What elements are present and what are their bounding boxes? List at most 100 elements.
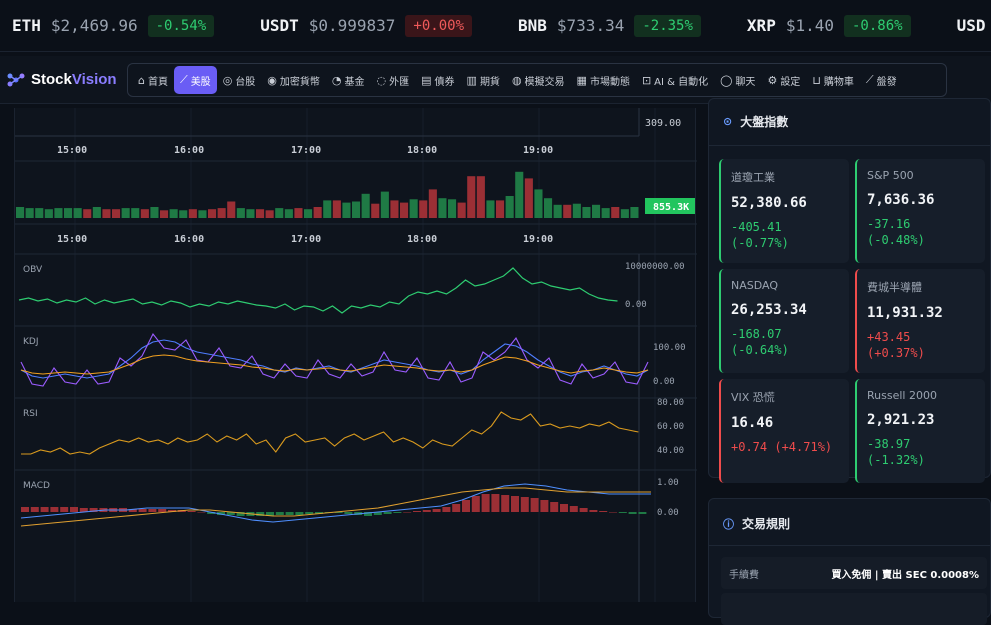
volume-bar — [419, 200, 428, 218]
volume-bar — [160, 210, 169, 218]
index-card[interactable]: VIX 恐慌 16.46 +0.74 (+4.71%) — [719, 379, 849, 483]
rsi-label: RSI — [23, 409, 38, 419]
nav-icon: ⊡ — [641, 73, 652, 87]
nav-icon: ◎ — [222, 73, 233, 87]
index-value: 2,921.23 — [867, 412, 935, 428]
nav-item-0[interactable]: ⌂ 首頁 — [132, 66, 174, 94]
volume-bar — [121, 208, 130, 218]
nav-item-2[interactable]: ◎ 台股 — [217, 66, 262, 94]
macd-hist-bar — [579, 508, 588, 512]
ticker-item[interactable]: USD — [957, 16, 986, 35]
index-card[interactable]: 費城半導體 11,931.32 +43.45 (+0.37%) — [855, 269, 985, 373]
obv-line — [18, 267, 618, 314]
time-label: 15:00 — [57, 234, 87, 245]
nav-icon: ⚙ — [767, 73, 778, 87]
volume-bar — [150, 207, 159, 218]
volume-bar — [188, 209, 197, 218]
nav-label: 聊天 — [735, 76, 756, 88]
volume-bar — [217, 208, 226, 218]
nav-item-5[interactable]: ◌ 外匯 — [371, 66, 416, 94]
macd-hist-bar — [187, 511, 196, 512]
nav-item-14[interactable]: ⟋ 盤發 — [860, 66, 903, 94]
kdj-j-line — [20, 332, 649, 387]
volume-bar — [169, 209, 178, 218]
ticker-item[interactable]: USDT $0.999837 +0.00% — [260, 14, 472, 37]
macd-hist-bar — [30, 507, 39, 512]
index-value: 11,931.32 — [867, 305, 943, 321]
right-column: ⊙ 大盤指數 道瓊工業 52,380.66 -405.41 (-0.77%) S&P… — [708, 98, 991, 625]
nav-item-1[interactable]: ⟋ 美股 — [173, 66, 217, 94]
time-label: 18:00 — [407, 234, 437, 245]
index-value: 7,636.36 — [867, 192, 935, 208]
volume-bar — [44, 209, 53, 218]
ticker-change-badge: -2.35% — [634, 14, 701, 37]
macd-hist-bar — [266, 512, 274, 516]
macd-hist-bar — [334, 512, 343, 513]
brand-name: StockVision — [31, 71, 117, 88]
nav-label: 台股 — [235, 76, 256, 88]
index-change: -37.16 (-0.48%) — [867, 217, 925, 247]
nav-item-4[interactable]: ◔ 基金 — [326, 66, 371, 94]
macd-hist-bar — [89, 508, 98, 512]
ticker-item[interactable]: ETH $2,469.96 -0.54% — [12, 14, 215, 37]
volume-bar — [131, 208, 140, 218]
nav-icon: ▥ — [466, 73, 477, 87]
nav-icon: ⊔ — [812, 73, 821, 87]
index-name: Russell 2000 — [867, 389, 937, 402]
indices-card: ⊙ 大盤指數 道瓊工業 52,380.66 -405.41 (-0.77%) S&P… — [708, 98, 991, 483]
macd-hist-bar — [491, 494, 500, 512]
macd-axis-top: 1.00 — [657, 478, 679, 488]
macd-hist-bar — [383, 512, 392, 514]
macd-hist-bar — [481, 494, 490, 512]
ticker-item[interactable]: XRP $1.40 -0.86% — [747, 14, 911, 37]
nav-item-3[interactable]: ◉ 加密貨幣 — [261, 66, 326, 94]
nav-item-6[interactable]: ▤ 債券 — [415, 66, 460, 94]
index-change: -168.07 (-0.64%) — [731, 327, 789, 357]
nav-icon: ⟋ — [865, 73, 874, 86]
volume-bar — [524, 178, 533, 218]
macd-hist-bar — [295, 512, 304, 515]
volume-bar — [294, 208, 303, 218]
time-label: 17:00 — [291, 145, 321, 156]
ticker-symbol: BNB — [518, 16, 547, 35]
nav-icon: ⌂ — [138, 73, 145, 87]
index-card[interactable]: S&P 500 7,636.36 -37.16 (-0.48%) — [855, 159, 985, 263]
index-card[interactable]: NASDAQ 26,253.34 -168.07 (-0.64%) — [719, 269, 849, 373]
macd-hist-bar — [50, 507, 59, 512]
nav-item-10[interactable]: ⊡ AI & 自動化 — [636, 66, 714, 94]
nav-label: 基金 — [344, 76, 365, 88]
chart-panel[interactable]: 309.00 15:00 16:00 17:00 18:00 19:00 855.3K 15:… — [14, 108, 697, 602]
divider — [709, 145, 991, 146]
index-card[interactable]: 道瓊工業 52,380.66 -405.41 (-0.77%) — [719, 159, 849, 263]
index-value: 16.46 — [731, 415, 774, 431]
index-name: VIX 恐慌 — [731, 391, 775, 404]
index-name: NASDAQ — [731, 279, 779, 292]
nav-label: 外匯 — [389, 76, 410, 88]
nav-item-9[interactable]: ▦ 市場動態 — [571, 66, 636, 94]
nav-item-7[interactable]: ▥ 期貨 — [461, 66, 506, 94]
time-label: 16:00 — [174, 234, 204, 245]
kdj-d-line — [20, 354, 649, 375]
volume-bar — [438, 198, 447, 218]
nav-item-11[interactable]: ◯ 聊天 — [714, 66, 761, 94]
index-card[interactable]: Russell 2000 2,921.23 -38.97 (-1.32%) — [855, 379, 985, 483]
volume-bar — [467, 176, 476, 218]
index-change: -38.97 (-1.32%) — [867, 437, 925, 467]
nav-item-12[interactable]: ⚙ 設定 — [761, 66, 806, 94]
rsi-axis-bottom: 40.00 — [657, 446, 684, 456]
ticker-symbol: ETH — [12, 16, 41, 35]
volume-bar — [582, 207, 591, 218]
macd-hist-bar — [128, 509, 137, 512]
nav-icon: ◌ — [376, 73, 387, 87]
volume-bar — [611, 207, 620, 218]
nav-item-8[interactable]: ◍ 模擬交易 — [506, 66, 571, 94]
brand-logo-link[interactable]: StockVision — [6, 70, 126, 90]
volume-bar — [112, 209, 121, 218]
nav-item-13[interactable]: ⊔ 購物車 — [806, 66, 860, 94]
stock-chart[interactable]: 309.00 15:00 16:00 17:00 18:00 19:00 855.3K 15:… — [15, 108, 697, 602]
divider — [709, 545, 991, 546]
rules-title: ⓘ 交易規則 — [723, 517, 791, 531]
ticker-item[interactable]: BNB $733.34 -2.35% — [518, 14, 701, 37]
macd-dea-line — [20, 487, 651, 527]
nav-icon: ▦ — [576, 73, 587, 87]
